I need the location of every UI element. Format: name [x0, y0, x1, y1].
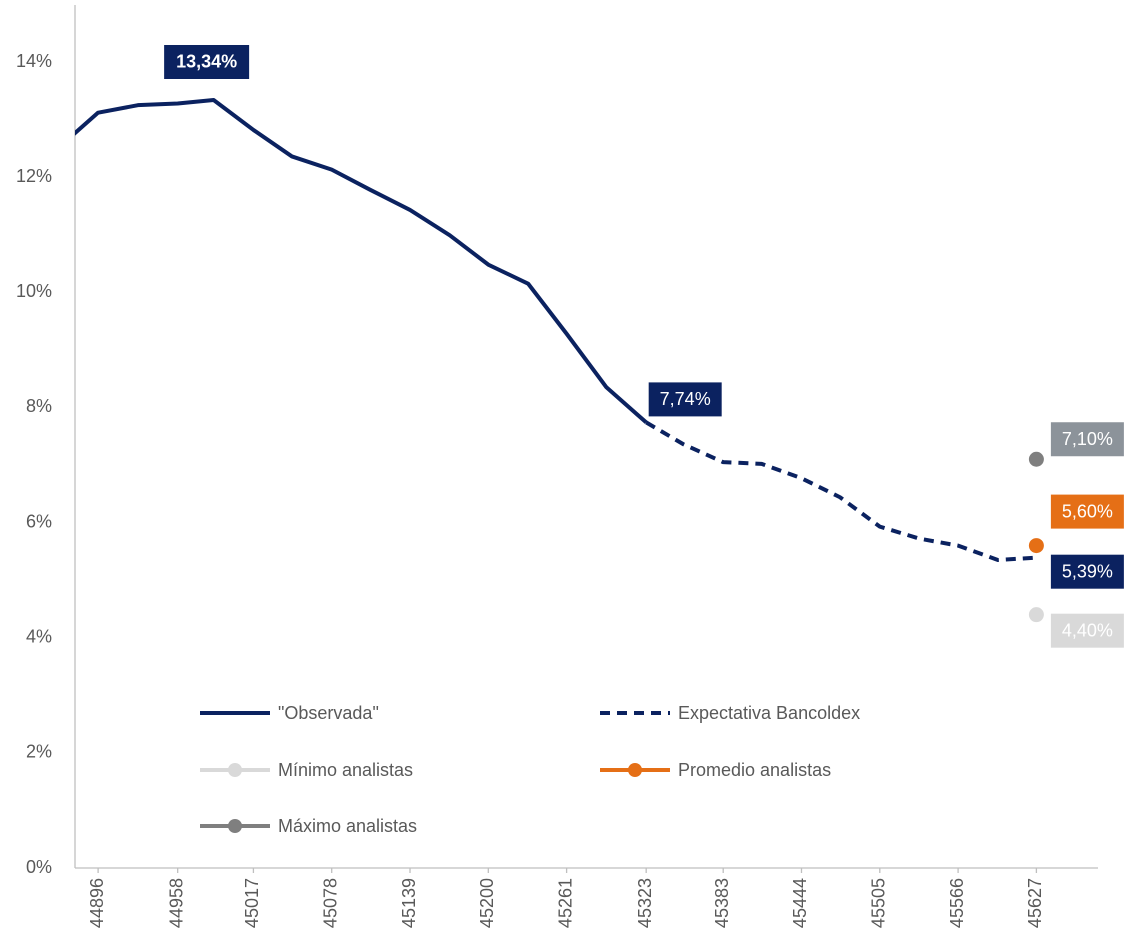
data-label: 4,40%: [1062, 620, 1113, 640]
x-tick-label: 45627: [1025, 878, 1045, 928]
y-tick-label: 4%: [26, 626, 52, 646]
x-tick-label: 45383: [712, 878, 732, 928]
marker: [1028, 538, 1044, 554]
x-tick-label: 45139: [399, 878, 419, 928]
x-tick-label: 45323: [635, 878, 655, 928]
data-label: 5,39%: [1062, 561, 1113, 581]
marker: [1028, 451, 1044, 467]
data-label-box: [1050, 554, 1124, 589]
data-label: 5,60%: [1062, 501, 1113, 521]
legend-label: Promedio analistas: [678, 760, 831, 780]
series-line: [75, 97, 648, 424]
marker: [1028, 607, 1044, 623]
legend-label: Mínimo analistas: [278, 760, 413, 780]
y-tick-label: 10%: [16, 281, 52, 301]
y-tick-label: 12%: [16, 166, 52, 186]
x-tick-label: 45078: [320, 878, 340, 928]
series-line: [645, 420, 1037, 562]
x-tick-label: 45566: [947, 878, 967, 928]
legend-marker: [228, 763, 242, 777]
y-tick-label: 0%: [26, 857, 52, 877]
legend-marker: [228, 819, 242, 833]
legend-label: Expectativa Bancoldex: [678, 703, 860, 723]
x-tick-label: 45261: [555, 878, 575, 928]
y-tick-label: 14%: [16, 51, 52, 71]
data-label-box: [164, 44, 250, 79]
x-tick-label: 45200: [477, 878, 497, 928]
plot-area: [75, 97, 1037, 562]
data-label-box: [1050, 494, 1124, 529]
data-label: 7,74%: [660, 389, 711, 409]
x-tick-label: 45444: [790, 878, 810, 928]
legend-label: "Observada": [278, 703, 379, 723]
y-tick-label: 8%: [26, 396, 52, 416]
data-label-box: [1050, 422, 1124, 457]
y-tick-label: 2%: [26, 742, 52, 762]
x-tick-label: 45505: [869, 878, 889, 928]
x-tick-label: 45017: [242, 878, 262, 928]
x-tick-label: 44958: [166, 878, 186, 928]
data-label: 13,34%: [176, 52, 237, 72]
data-label-box: [648, 382, 722, 417]
data-label-box: [1050, 613, 1124, 648]
y-tick-label: 6%: [26, 511, 52, 531]
x-tick-label: 44896: [87, 878, 107, 928]
data-label: 7,10%: [1062, 429, 1113, 449]
legend-marker: [628, 763, 642, 777]
legend-label: Máximo analistas: [278, 816, 417, 836]
